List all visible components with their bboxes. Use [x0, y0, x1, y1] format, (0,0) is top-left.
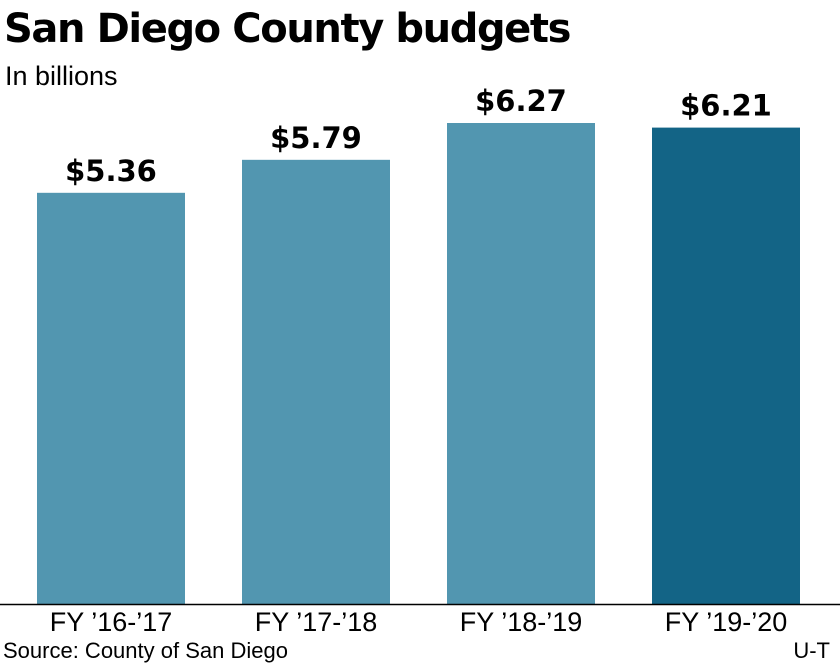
value-label-1: $5.36 [65, 154, 157, 188]
bar-4 [652, 127, 800, 604]
value-label-4: $6.21 [680, 89, 772, 123]
category-label-2: FY ’17-’18 [255, 607, 378, 637]
bar-1 [37, 192, 185, 604]
value-label-3: $6.27 [475, 84, 567, 118]
category-label-1: FY ’16-’17 [50, 607, 173, 637]
value-label-2: $5.79 [270, 121, 362, 155]
category-label-4: FY ’19-’20 [665, 607, 788, 637]
chart-subtitle: In billions [5, 61, 118, 91]
category-label-3: FY ’18-’19 [460, 607, 583, 637]
bar-3 [447, 123, 595, 604]
chart-title: San Diego County budgets [4, 6, 571, 52]
credit-label: U-T [793, 638, 830, 663]
bar-2 [242, 159, 390, 604]
source-note: Source: County of San Diego [3, 638, 288, 663]
